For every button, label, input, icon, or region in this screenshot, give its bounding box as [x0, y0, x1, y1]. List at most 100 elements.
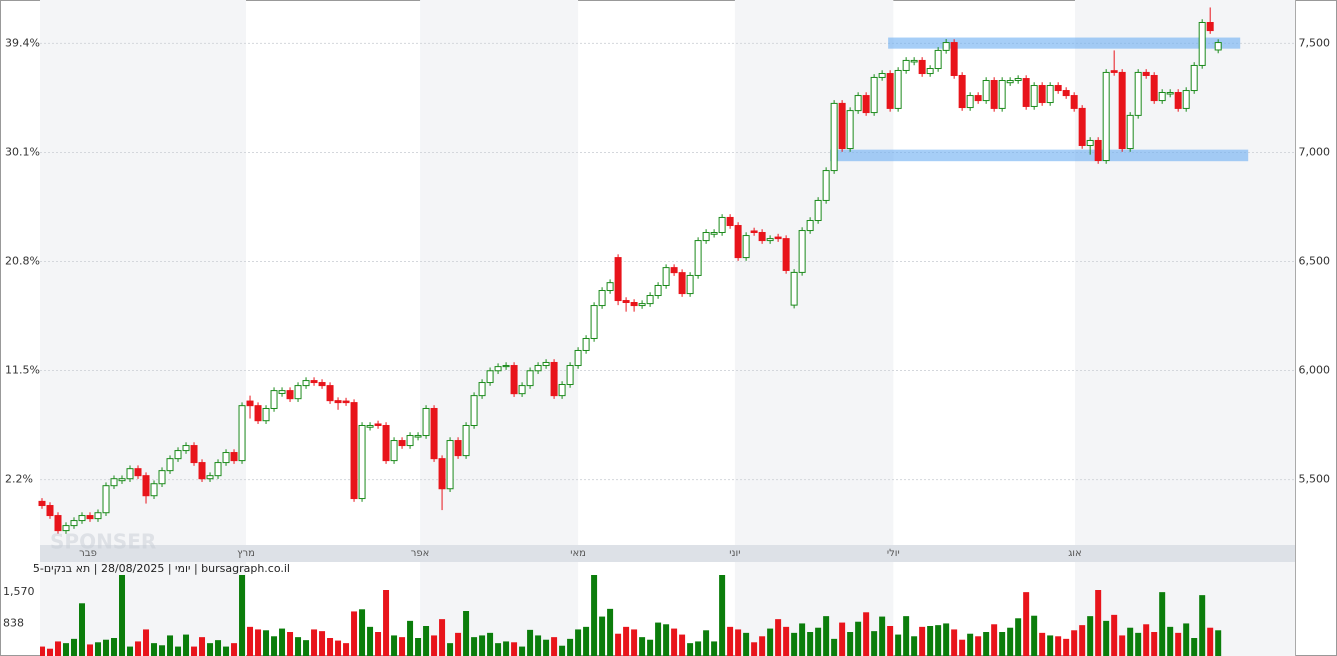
y-tick-label: 6,500 [1299, 255, 1331, 268]
candle-body [694, 240, 702, 276]
volume-bar [887, 626, 894, 656]
volume-bar [647, 639, 654, 656]
volume-bar [823, 616, 830, 656]
candle-body [638, 303, 646, 307]
volume-bar [639, 637, 646, 656]
candle-body [758, 232, 766, 242]
candle-body [174, 450, 182, 460]
watermark: SPONSER [50, 530, 156, 554]
volume-bar [727, 626, 734, 656]
candle-body [1038, 85, 1046, 104]
candle-body [350, 402, 358, 500]
volume-bar [1127, 627, 1134, 656]
candle-body [774, 236, 782, 240]
volume-bar [279, 628, 286, 656]
candle-body [286, 390, 294, 400]
volume-bar [215, 640, 222, 656]
volume-bar [327, 638, 334, 656]
candle-body [342, 400, 350, 404]
candle-body [414, 435, 422, 438]
volume-bar [207, 643, 214, 656]
candle-body [246, 400, 254, 407]
candle-body [710, 232, 718, 235]
candle-body [1118, 71, 1126, 150]
volume-bar [679, 634, 686, 656]
candle-body [1014, 78, 1022, 82]
y-tick-label: 5,500 [1299, 473, 1331, 486]
x-tick-label: אוג [1068, 548, 1082, 559]
candle-body [62, 525, 70, 532]
volume-bar [103, 639, 110, 656]
candle-body [998, 80, 1006, 109]
volume-bar [1087, 616, 1094, 656]
volume-bar [583, 626, 590, 656]
volume-bar [63, 643, 70, 656]
volume-bar [943, 623, 950, 656]
volume-bar [1167, 626, 1174, 656]
candle-body [670, 267, 678, 274]
candle-body [126, 468, 134, 480]
candle-body [534, 365, 542, 372]
volume-bar [527, 629, 534, 656]
candle-body [158, 470, 166, 485]
volume-bar [703, 630, 710, 656]
candle-body [558, 383, 566, 397]
volume-tick-label: 1,570 [3, 585, 35, 598]
volume-bar [167, 635, 174, 656]
candle-body [102, 485, 110, 514]
y-tick-label: 7,000 [1299, 145, 1331, 158]
candle-body [934, 49, 942, 70]
candle-body [910, 59, 918, 63]
candle-body [1206, 21, 1214, 32]
candle-body [942, 42, 950, 51]
volume-bar [383, 590, 390, 656]
candle-body [1134, 71, 1142, 116]
volume-bar [343, 643, 350, 656]
volume-bar [815, 627, 822, 656]
candle-body [654, 284, 662, 297]
candle-body [590, 305, 598, 339]
volume-bar [983, 632, 990, 656]
volume-bar [143, 629, 150, 656]
candle-body [78, 515, 86, 522]
volume-bar [511, 642, 518, 656]
volume-bar [119, 575, 126, 656]
volume-bar [1071, 630, 1078, 656]
candle-body [1086, 139, 1094, 146]
volume-bar [79, 603, 86, 656]
volume-bar [127, 646, 134, 656]
candle-body [38, 500, 46, 507]
volume-bar [711, 641, 718, 656]
volume-bar [415, 638, 422, 656]
candle-body [1150, 74, 1158, 102]
candle-body [1190, 64, 1198, 92]
volume-bar [367, 626, 374, 656]
y-tick-label: 6,000 [1299, 364, 1331, 377]
volume-bar [919, 626, 926, 656]
volume-bar [719, 575, 726, 656]
candle-body [1198, 21, 1206, 66]
candle-body [374, 423, 382, 426]
candle-body [958, 74, 966, 109]
volume-bar [111, 638, 118, 656]
volume-bar [199, 637, 206, 656]
volume-bar [391, 635, 398, 656]
month-strip [40, 545, 1295, 562]
candle-body [1142, 71, 1150, 76]
candle-body [478, 382, 486, 397]
volume-bar [487, 632, 494, 656]
candle-body [1158, 92, 1166, 102]
candle-body [190, 445, 198, 464]
volume-bar [1199, 595, 1206, 656]
volume-bar [1111, 614, 1118, 656]
y2-tick-label: 11.5% [5, 364, 40, 377]
x-tick-label: יוני [729, 548, 740, 559]
volume-bar [767, 628, 774, 656]
volume-bar [191, 646, 198, 656]
candle-body [1054, 85, 1062, 92]
candle-body [990, 80, 998, 109]
candle-body [254, 405, 262, 422]
candle-body [1070, 95, 1078, 109]
candle-body [438, 458, 446, 490]
volume-bar [1191, 638, 1198, 656]
